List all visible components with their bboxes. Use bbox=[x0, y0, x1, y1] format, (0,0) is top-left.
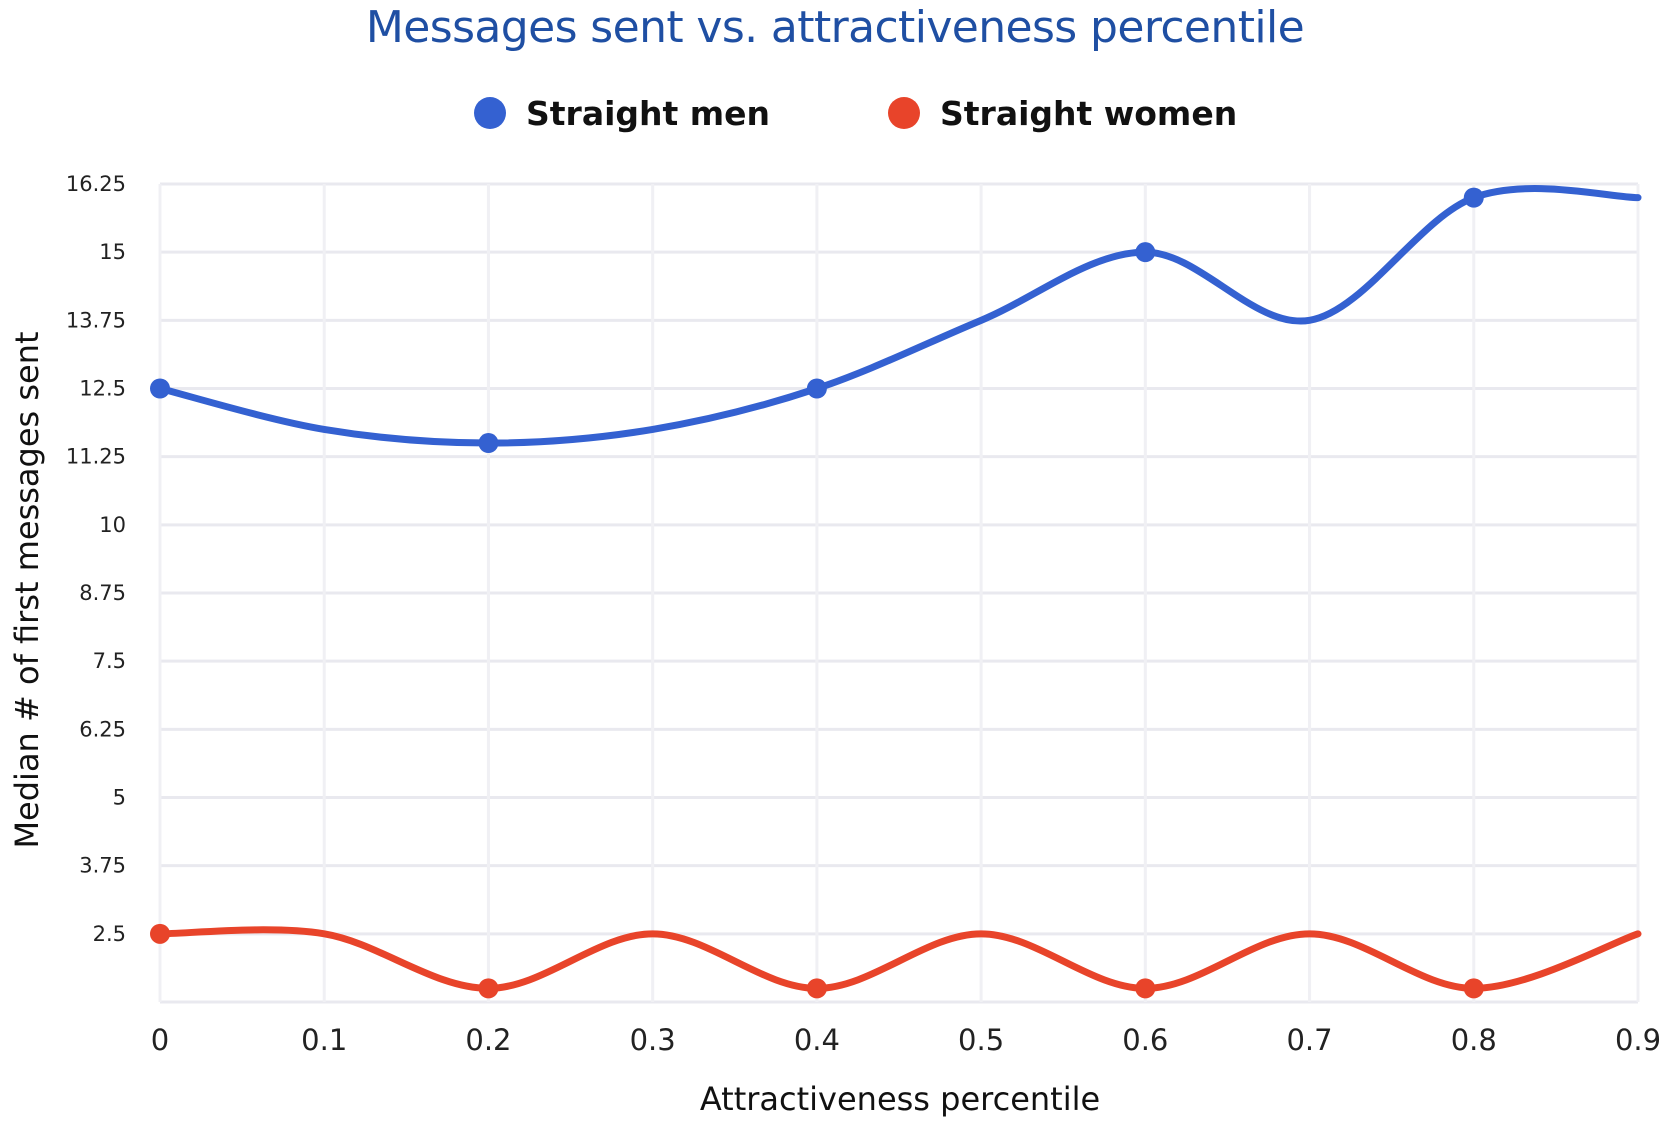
legend-item-straight-women[interactable]: Straight women bbox=[888, 88, 1237, 138]
data-point[interactable] bbox=[478, 978, 499, 999]
x-tick-label: 0.5 bbox=[958, 1023, 1004, 1057]
y-axis-label: Median # of first messages sent bbox=[8, 331, 46, 848]
legend-label: Straight men bbox=[526, 93, 771, 133]
data-point[interactable] bbox=[1463, 187, 1484, 208]
y-tick-label: 16.25 bbox=[66, 172, 126, 196]
series-points bbox=[150, 187, 1484, 999]
y-tick-label: 3.75 bbox=[79, 854, 126, 878]
y-tick-label: 12.5 bbox=[79, 377, 126, 401]
data-point[interactable] bbox=[150, 378, 170, 399]
y-tick-label: 15 bbox=[99, 240, 126, 264]
x-tick-labels: 0 0.1 0.2 0.3 0.4 0.5 0.6 0.7 0.8 0.9 bbox=[151, 1023, 1661, 1057]
x-tick-label: 0.6 bbox=[1122, 1023, 1168, 1057]
series-lines bbox=[156, 185, 1642, 992]
y-tick-label: 5 bbox=[113, 786, 126, 810]
x-tick-label: 0.7 bbox=[1286, 1023, 1332, 1057]
y-tick-label: 7.5 bbox=[93, 649, 126, 673]
data-point[interactable] bbox=[806, 978, 827, 999]
series-line-0 bbox=[156, 185, 1642, 447]
data-point[interactable] bbox=[1135, 242, 1156, 263]
data-point[interactable] bbox=[478, 433, 499, 454]
x-tick-label: 0.2 bbox=[465, 1023, 511, 1057]
data-point[interactable] bbox=[806, 378, 827, 399]
x-axis-label: Attractiveness percentile bbox=[700, 1080, 1100, 1118]
x-tick-label: 0.3 bbox=[630, 1023, 676, 1057]
x-tick-label: 0.9 bbox=[1615, 1023, 1661, 1057]
data-point[interactable] bbox=[150, 923, 170, 944]
chart-title: Messages sent vs. attractiveness percent… bbox=[365, 2, 1305, 53]
legend-dot-icon bbox=[888, 97, 920, 129]
data-point[interactable] bbox=[1135, 978, 1156, 999]
legend-label: Straight women bbox=[940, 93, 1238, 133]
x-tick-label: 0.8 bbox=[1451, 1023, 1497, 1057]
y-tick-label: 13.75 bbox=[66, 308, 126, 332]
x-tick-label: 0.1 bbox=[301, 1023, 347, 1057]
y-tick-label: 2.5 bbox=[93, 922, 126, 946]
x-tick-label: 0 bbox=[151, 1023, 169, 1057]
data-point[interactable] bbox=[1463, 978, 1484, 999]
y-tick-labels: 2.5 3.75 5 6.25 7.5 8.75 10 11.25 12.5 13.75 15 16.… bbox=[66, 172, 126, 946]
y-tick-label: 10 bbox=[99, 513, 126, 537]
series-line-1 bbox=[156, 926, 1642, 992]
legend-dot-icon bbox=[474, 97, 506, 129]
legend: Straight men Straight women bbox=[0, 88, 1670, 138]
y-tick-label: 6.25 bbox=[79, 717, 126, 741]
y-gridlines bbox=[160, 182, 1638, 1004]
y-tick-label: 11.25 bbox=[66, 445, 126, 469]
x-tick-label: 0.4 bbox=[794, 1023, 840, 1057]
legend-item-straight-men[interactable]: Straight men bbox=[474, 88, 770, 138]
y-tick-label: 8.75 bbox=[79, 581, 126, 605]
